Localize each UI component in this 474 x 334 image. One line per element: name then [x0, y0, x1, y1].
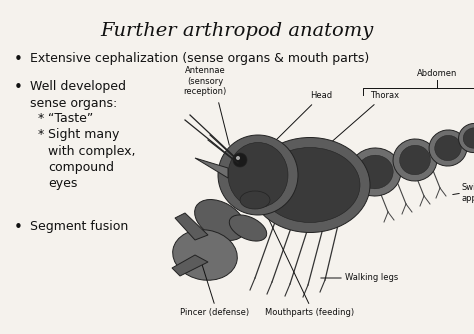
Text: •: • [14, 220, 23, 235]
Ellipse shape [458, 124, 474, 153]
Ellipse shape [349, 148, 401, 196]
Ellipse shape [195, 199, 246, 240]
Ellipse shape [240, 191, 270, 209]
Text: Segment fusion: Segment fusion [30, 220, 128, 233]
Text: Swimming
appendages: Swimming appendages [462, 183, 474, 203]
Polygon shape [172, 255, 208, 276]
Circle shape [233, 153, 247, 167]
Ellipse shape [435, 135, 461, 161]
Ellipse shape [228, 143, 288, 207]
Ellipse shape [463, 128, 474, 148]
Polygon shape [195, 158, 228, 178]
Ellipse shape [357, 155, 393, 189]
Ellipse shape [400, 145, 430, 175]
Text: Mouthparts (feeding): Mouthparts (feeding) [265, 308, 355, 317]
Ellipse shape [229, 215, 267, 241]
Ellipse shape [173, 230, 237, 280]
Text: *: * [38, 128, 44, 141]
Text: •: • [14, 80, 23, 95]
Text: Extensive cephalization (sense organs & mouth parts): Extensive cephalization (sense organs & … [30, 52, 369, 65]
Text: Antennae
(sensory
reception): Antennae (sensory reception) [183, 66, 227, 96]
Text: “Taste”: “Taste” [48, 112, 93, 125]
Circle shape [236, 156, 240, 160]
Text: Well developed
sense organs:: Well developed sense organs: [30, 80, 126, 110]
Text: Thorax: Thorax [322, 91, 399, 150]
Text: •: • [14, 52, 23, 67]
Ellipse shape [250, 138, 370, 232]
Ellipse shape [218, 135, 298, 215]
Ellipse shape [429, 130, 467, 166]
Ellipse shape [260, 148, 360, 222]
Polygon shape [175, 213, 208, 240]
Text: Abdomen: Abdomen [417, 69, 457, 78]
Ellipse shape [393, 139, 437, 181]
Text: Sight many
with complex,
compound
eyes: Sight many with complex, compound eyes [48, 128, 136, 190]
Text: Walking legs: Walking legs [345, 274, 398, 283]
Text: Further arthropod anatomy: Further arthropod anatomy [100, 22, 374, 40]
Text: Head: Head [270, 91, 332, 146]
Text: Pincer (defense): Pincer (defense) [181, 308, 250, 317]
Text: *: * [38, 112, 44, 125]
